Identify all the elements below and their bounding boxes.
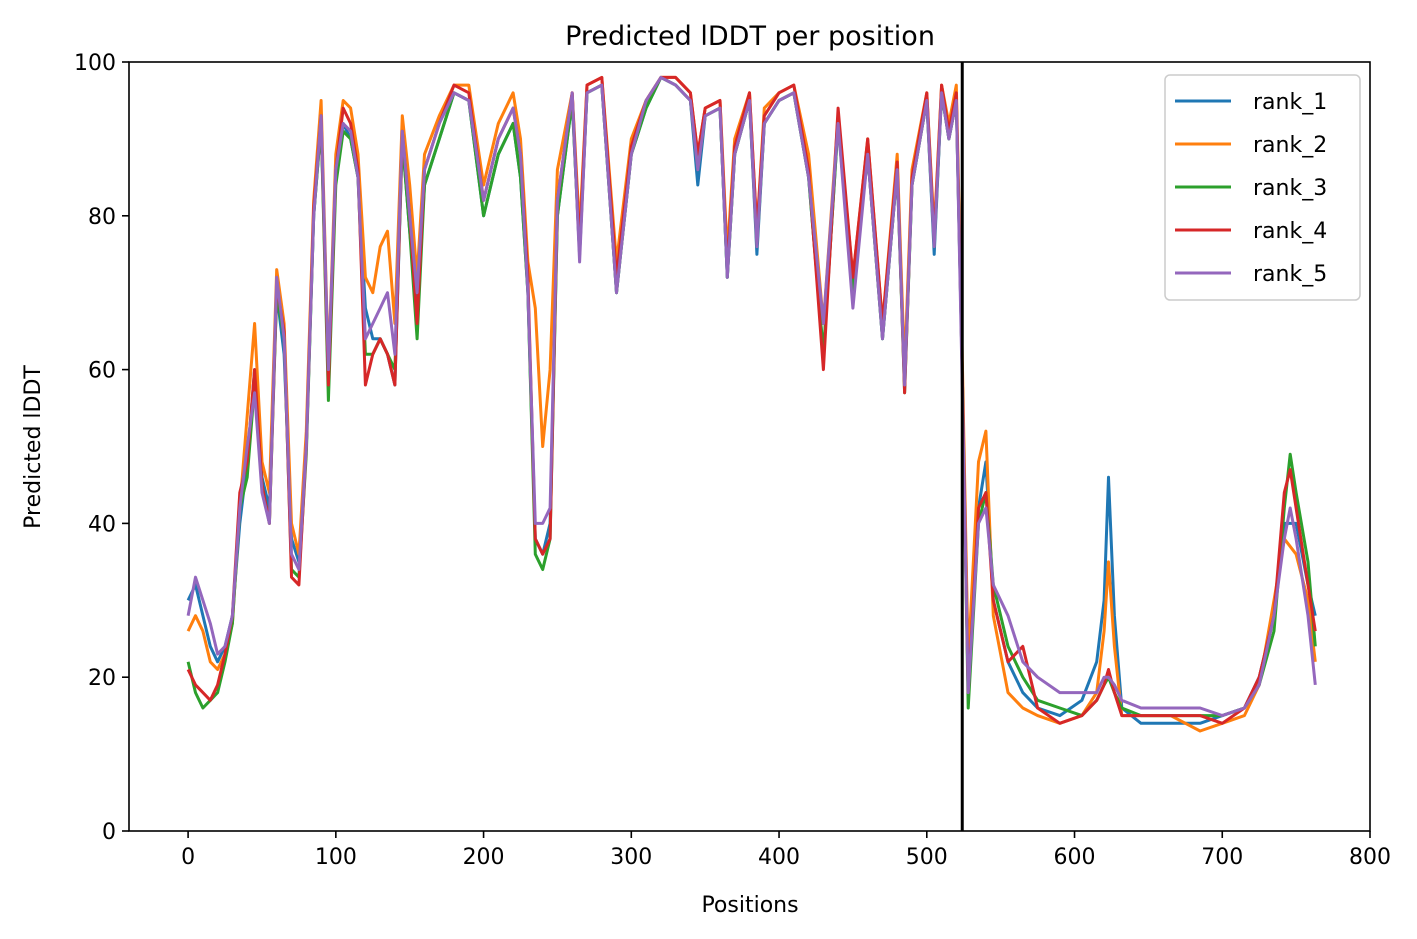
legend-label-rank_1: rank_1 (1253, 90, 1327, 115)
legend-label-rank_5: rank_5 (1253, 262, 1327, 287)
y-tick-label: 0 (102, 820, 116, 845)
y-tick-label: 80 (88, 205, 116, 230)
x-tick-label: 400 (758, 845, 800, 870)
legend: rank_1 rank_2 rank_3 rank_4 rank_5 (1165, 75, 1360, 300)
x-tick-label: 500 (906, 845, 948, 870)
y-tick-label: 100 (74, 51, 116, 76)
x-axis-title: Positions (701, 893, 798, 918)
x-tick-label: 0 (181, 845, 195, 870)
legend-label-rank_3: rank_3 (1253, 176, 1327, 201)
chart-title: Predicted lDDT per position (565, 21, 935, 52)
y-tick-label: 40 (88, 512, 116, 537)
x-tick-label: 800 (1349, 845, 1391, 870)
x-tick-label: 600 (1054, 845, 1096, 870)
y-tick-label: 60 (88, 359, 116, 384)
x-tick-label: 700 (1201, 845, 1243, 870)
y-tick-label: 20 (88, 666, 116, 691)
lddt-line-chart: Predicted lDDT per position 0 100 200 300 40… (0, 0, 1417, 939)
legend-label-rank_4: rank_4 (1253, 219, 1327, 244)
y-axis-title: Predicted lDDT (21, 365, 46, 529)
x-tick-label: 200 (463, 845, 505, 870)
x-tick-label: 100 (315, 845, 357, 870)
x-tick-label: 300 (610, 845, 652, 870)
legend-label-rank_2: rank_2 (1253, 133, 1327, 158)
